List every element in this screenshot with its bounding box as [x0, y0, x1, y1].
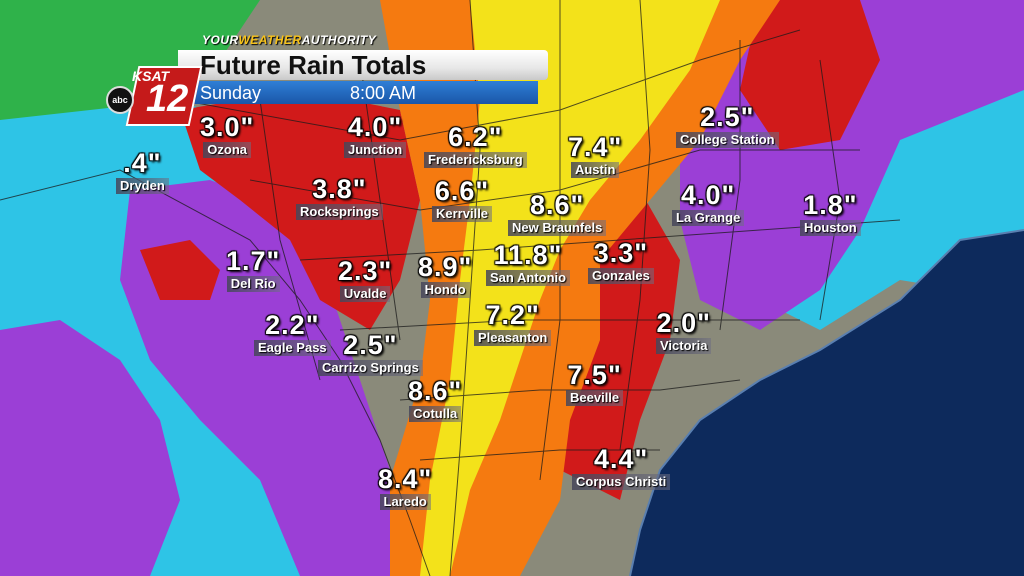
- city-uvalde: 2.3" Uvalde: [338, 258, 392, 303]
- brand-mid: WEATHER: [238, 33, 302, 47]
- network-logo: abc: [106, 86, 134, 114]
- city-la-grange: 4.0" La Grange: [672, 180, 745, 227]
- city-name: Fredericksburg: [424, 152, 527, 168]
- max-rain-core: [420, 0, 720, 576]
- forecast-time: 8:00 AM: [350, 83, 417, 103]
- city-fredericksburg: 6.2" Fredericksburg: [424, 124, 527, 169]
- city-new-braunfels: 8.6" New Braunfels: [508, 190, 607, 237]
- rain-amount: 2.5": [343, 330, 398, 360]
- city-san-antonio: 11.8" San Antonio: [486, 240, 571, 287]
- city-laredo: 8.4" Laredo: [378, 466, 432, 511]
- rain-amount: 3.0": [200, 112, 255, 142]
- city-name: Dryden: [116, 178, 169, 194]
- rain-amount: 3.8": [312, 174, 367, 204]
- rain-amount: 8.9": [418, 252, 473, 282]
- very-heavy-rain-sw-spot: [140, 240, 220, 300]
- brand-prefix: YOUR: [202, 33, 239, 47]
- rain-amount: 4.0": [680, 180, 736, 210]
- rain-amount: 1.8": [803, 190, 858, 220]
- rain-amount: 8.6": [408, 376, 463, 406]
- city-name: Cotulla: [409, 406, 462, 422]
- city-dryden: .4" Dryden: [116, 150, 169, 195]
- rain-amount: 7.4": [568, 132, 623, 162]
- channel-number: 12: [146, 78, 189, 120]
- city-hondo: 8.9" Hondo: [418, 254, 472, 299]
- forecast-day: Sunday: [200, 83, 262, 103]
- city-name: College Station: [676, 132, 779, 148]
- rain-amount: 7.2": [485, 300, 540, 330]
- city-gonzales: 3.3" Gonzales: [588, 240, 654, 285]
- gulf-of-mexico: [630, 230, 1024, 576]
- rain-amount: 4.0": [347, 112, 403, 142]
- city-name: Houston: [800, 220, 861, 236]
- rain-amount: 6.2": [448, 122, 503, 152]
- brand-suffix: AUTHORITY: [301, 33, 377, 47]
- city-name: Ozona: [203, 142, 252, 158]
- city-name: Beeville: [566, 390, 624, 406]
- subtitle-bar: [178, 81, 538, 104]
- rain-amount: 4.4": [593, 444, 649, 474]
- city-name: Uvalde: [339, 286, 391, 302]
- light-rain-area: [0, 0, 260, 150]
- rain-amount: 7.5": [567, 360, 622, 390]
- rain-amount: 3.3": [593, 238, 649, 268]
- city-junction: 4.0" Junction: [344, 112, 407, 159]
- rain-amount: 8.4": [378, 464, 433, 494]
- city-name: New Braunfels: [508, 220, 607, 236]
- rain-amount: 2.0": [656, 308, 711, 338]
- city-name: Victoria: [656, 338, 712, 354]
- page-title: Future Rain Totals: [200, 50, 427, 80]
- heavy-rain-sw: [0, 320, 180, 576]
- city-corpus-christi: 4.4" Corpus Christi: [572, 444, 671, 491]
- rain-amount: 2.2": [265, 310, 320, 340]
- city-name: Laredo: [379, 494, 431, 510]
- city-victoria: 2.0" Victoria: [656, 308, 712, 355]
- city-rocksprings: 3.8" Rocksprings: [296, 176, 383, 221]
- city-ozona: 3.0" Ozona: [200, 114, 254, 159]
- station-callsign: KSAT: [132, 68, 170, 84]
- city-name: Corpus Christi: [572, 474, 671, 490]
- city-name: Gonzales: [588, 268, 654, 284]
- rain-amount: 11.8": [493, 240, 563, 270]
- city-name: Carrizo Springs: [318, 360, 423, 376]
- city-cotulla: 8.6" Cotulla: [408, 378, 462, 423]
- city-name: Austin: [570, 162, 620, 178]
- rain-amount: 2.3": [338, 256, 393, 286]
- rain-amount: .4": [123, 148, 162, 178]
- city-name: Rocksprings: [296, 204, 383, 220]
- rain-amount: 8.6": [529, 190, 585, 220]
- city-del-rio: 1.7" Del Rio: [226, 248, 280, 293]
- city-name: Pleasanton: [474, 330, 552, 346]
- city-name: La Grange: [672, 210, 745, 226]
- city-beeville: 7.5" Beeville: [566, 360, 624, 407]
- rain-amount: 6.6": [434, 176, 490, 206]
- city-name: San Antonio: [486, 270, 571, 286]
- city-name: Eagle Pass: [254, 340, 331, 356]
- city-college-station: 2.5" College Station: [676, 104, 779, 149]
- city-kerrville: 6.6" Kerrville: [432, 176, 493, 223]
- city-name: Junction: [344, 142, 407, 158]
- coastline: [629, 229, 1024, 576]
- rain-amount: 1.7": [226, 246, 281, 276]
- city-name: Hondo: [420, 282, 470, 298]
- title-bar: [178, 50, 548, 80]
- city-houston: 1.8" Houston: [800, 192, 861, 237]
- city-eagle-pass: 2.2" Eagle Pass: [254, 312, 331, 357]
- city-name: Kerrville: [432, 206, 493, 222]
- title-banner: YOURWEATHERAUTHORITY Future Rain Totals …: [102, 30, 548, 126]
- city-name: Del Rio: [226, 276, 280, 292]
- city-pleasanton: 7.2" Pleasanton: [474, 300, 552, 347]
- brand-tagline: YOURWEATHERAUTHORITY: [202, 33, 376, 47]
- city-carrizo-springs: 2.5" Carrizo Springs: [318, 332, 423, 377]
- station-logo: KSAT 12 abc: [102, 46, 203, 126]
- city-austin: 7.4" Austin: [568, 134, 622, 179]
- rain-amount: 2.5": [700, 102, 755, 132]
